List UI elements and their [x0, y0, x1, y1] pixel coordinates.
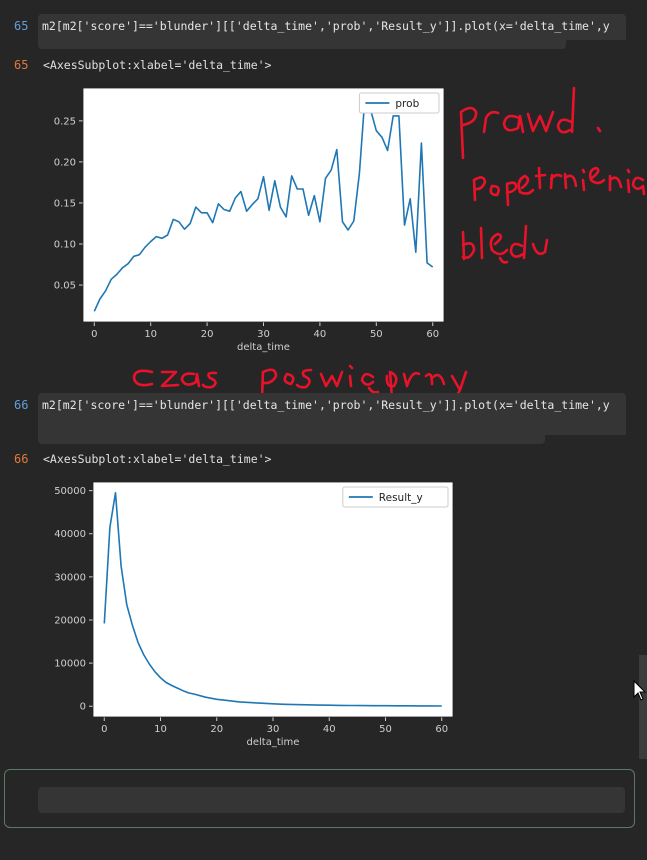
x-tick-label: 10 — [154, 724, 167, 735]
cell-2-output-text: <AxesSubplot:xlabel='delta_time'> — [43, 452, 272, 466]
cell-2-code[interactable]: m2[m2['score']=='blunder'][['delta_time'… — [42, 398, 610, 412]
plot-frame — [82, 87, 445, 323]
x-axis-label: delta_time — [237, 342, 290, 353]
cell-1-code-editor[interactable]: m2[m2['score']=='blunder'][['delta_time'… — [38, 14, 626, 40]
y-tick-label: 0.25 — [54, 116, 76, 127]
x-axis-label: delta_time — [247, 737, 300, 748]
y-tick-label: 40000 — [54, 529, 86, 540]
plot-area — [83, 88, 444, 322]
x-tick-label: 0 — [101, 724, 107, 735]
vertical-scrollbar-thumb[interactable] — [639, 655, 647, 759]
x-tick-label: 60 — [426, 329, 439, 340]
plot-frame — [92, 481, 454, 718]
cell-2-in-prompt: 66 — [14, 398, 29, 412]
cell-2-code-editor-bottom[interactable] — [38, 435, 545, 444]
prob-line-chart: 0 10 20 30 40 50 60 0.05 0.10 0.15 0.20 0.25 delta_t… — [54, 87, 445, 353]
y-tick-label: 0.15 — [54, 198, 76, 209]
y-tick-label: 0.10 — [54, 240, 76, 251]
legend-box — [358, 92, 440, 114]
plot-area — [93, 482, 453, 717]
handwriting-bledu — [461, 224, 549, 264]
legend-label: Result_y — [379, 492, 423, 504]
handwriting-r — [482, 110, 500, 134]
handwritten-annotations — [132, 86, 646, 400]
mouse-cursor-icon — [633, 680, 647, 701]
y-tick-label: 0 — [80, 702, 86, 713]
handwriting-d — [556, 86, 576, 134]
handwriting-p — [459, 106, 478, 160]
cell-2-code-editor[interactable]: m2[m2['score']=='blunder'][['delta_time'… — [38, 393, 626, 435]
x-tick-label: 20 — [201, 329, 214, 340]
y-tick-label: 20000 — [54, 615, 86, 626]
cell-2-out-prompt: 66 — [14, 452, 29, 466]
y-tick-label: 50000 — [54, 486, 86, 497]
cell-1-in-prompt: 65 — [14, 19, 29, 33]
handwriting-w — [526, 110, 555, 133]
handwriting-dot — [596, 126, 602, 133]
x-tick-label: 40 — [323, 724, 336, 735]
x-tick-label: 50 — [379, 724, 392, 735]
handwriting-a — [502, 114, 525, 134]
cell-1-code[interactable]: m2[m2['score']=='blunder'][['delta_time'… — [42, 19, 610, 33]
cell-1-out-prompt: 65 — [14, 58, 29, 72]
cell-1-output-text: <AxesSubplot:xlabel='delta_time'> — [43, 58, 272, 72]
x-tick-label: 50 — [370, 329, 383, 340]
x-tick-label: 30 — [267, 724, 280, 735]
y-tick-label: 30000 — [54, 572, 86, 583]
legend-box — [342, 486, 449, 508]
result-y-line-chart: 0 10 20 30 40 50 60 0 10000 20000 30000 40000 50000 d… — [54, 481, 454, 748]
handwriting-czas-poswiecony — [132, 364, 468, 400]
x-tick-label: 0 — [91, 329, 97, 340]
y-tick-label: 10000 — [54, 659, 86, 670]
new-cell-input[interactable] — [38, 787, 625, 813]
y-tick-label: 0.20 — [54, 157, 76, 168]
handwriting-popelnienia — [472, 166, 646, 207]
new-empty-cell[interactable] — [4, 769, 635, 828]
cell-1-code-editor-bottom[interactable] — [38, 40, 566, 49]
series-line-Result_y — [103, 491, 442, 707]
x-tick-label: 20 — [210, 724, 223, 735]
x-tick-label: 60 — [435, 724, 448, 735]
legend-label: prob — [395, 98, 419, 110]
series-line-prob — [93, 95, 434, 312]
x-tick-label: 10 — [144, 329, 157, 340]
y-tick-label: 0.05 — [54, 281, 76, 292]
x-tick-label: 40 — [314, 329, 327, 340]
x-tick-label: 30 — [257, 329, 270, 340]
